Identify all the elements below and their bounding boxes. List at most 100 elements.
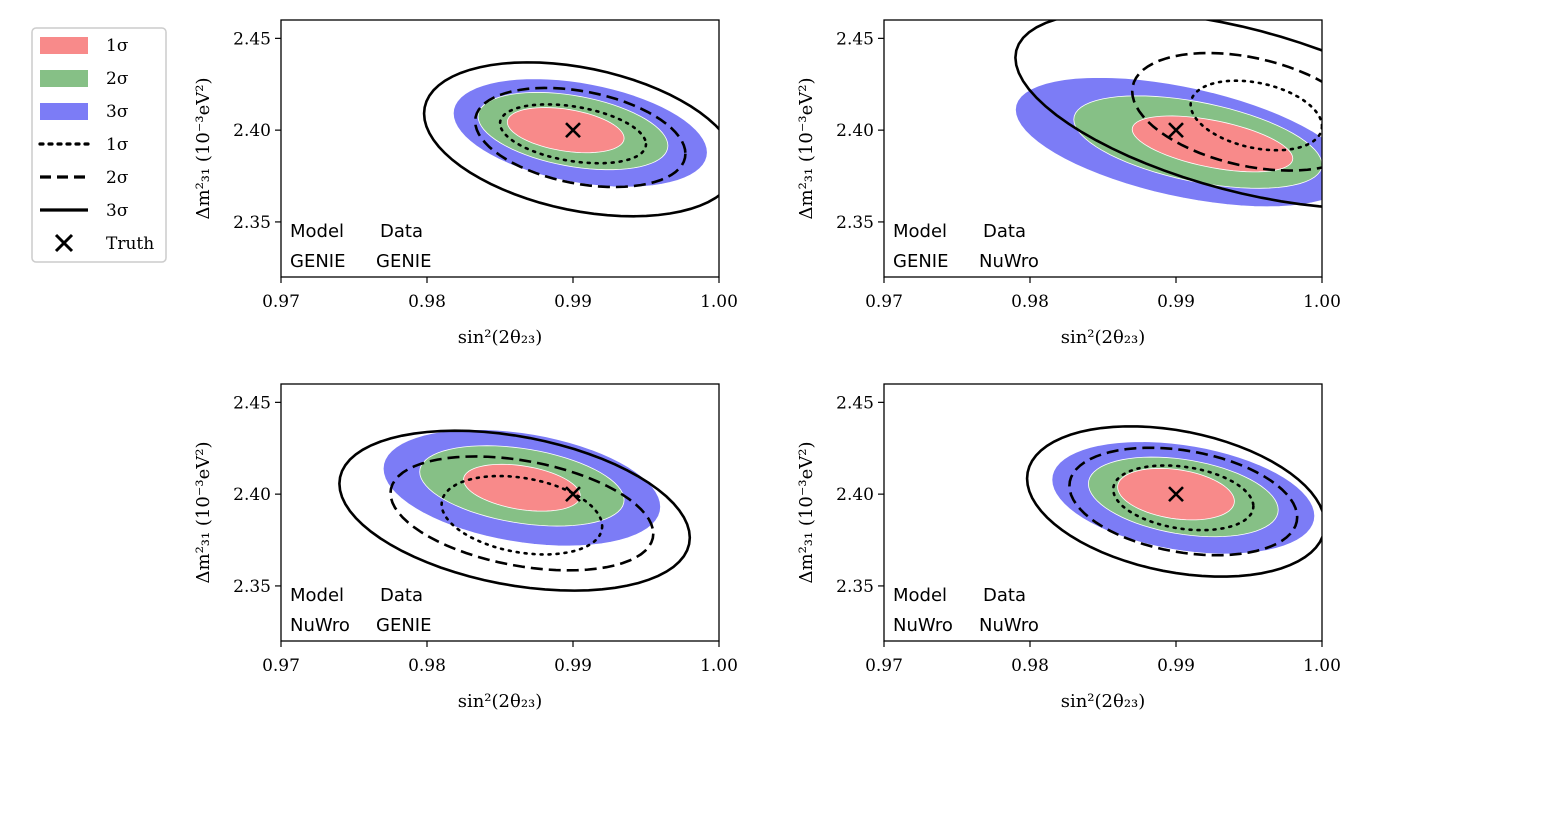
plot-area [1014,20,1322,208]
x-tick-label: 0.99 [554,292,592,312]
contour-line-2sigma [389,455,655,572]
panel-data-name: GENIE [376,251,431,272]
y-axis-label: Δm²₃₁ (10⁻³eV²) [193,442,214,584]
x-tick-label: 1.00 [1303,656,1341,676]
x-tick-label: 1.00 [1303,292,1341,312]
chart-panel: 0.97 0.98 0.99 1.00 2.35 2.40 2.45 sin²(2θ₂₃) Δm… [796,383,1341,712]
contour-line-1sigma [1189,79,1322,152]
axes-frame [883,19,1323,278]
axes-frame [883,383,1323,642]
y-tick-label: 2.35 [233,577,271,597]
y-tick-label: 2.35 [836,213,874,233]
legend-item: 3σ [40,201,129,221]
y-tick-label: 2.40 [233,485,271,505]
contour-line-3sigma [422,61,719,218]
x-tick-label: 0.99 [1157,656,1195,676]
contour-line-2sigma [1130,51,1322,172]
x-axis-label: sin²(2θ₂₃) [458,691,543,712]
contour-line-3sigma [1025,425,1322,578]
contour-line-3sigma [338,429,692,592]
legend-label: 3σ [106,102,129,122]
x-tick-label: 0.97 [865,292,903,312]
panel-model-name: GENIE [290,251,345,272]
contour-line-2sigma [473,86,687,189]
panel-model-name: NuWro [893,615,953,636]
contour-line-3sigma [1014,20,1322,208]
legend-swatch [40,70,88,87]
truth-marker [565,122,581,139]
panel-model-name: NuWro [290,615,350,636]
legend-item: 1σ [40,36,129,56]
y-tick-label: 2.35 [836,577,874,597]
panel-header-model: Model [290,221,344,242]
y-tick-label: 2.40 [836,485,874,505]
contour-line-1sigma [1111,464,1255,532]
panel-header-model: Model [893,585,947,606]
y-tick-label: 2.45 [233,393,271,413]
x-tick-label: 0.97 [262,656,300,676]
y-tick-label: 2.35 [233,213,271,233]
panel-data-name: GENIE [376,615,431,636]
x-tick-label: 0.98 [1011,656,1049,676]
panel-header-model: Model [893,221,947,242]
y-axis-label: Δm²₃₁ (10⁻³eV²) [796,442,817,584]
x-tick-label: 0.99 [1157,292,1195,312]
chart-panel: 0.97 0.98 0.99 1.00 2.35 2.40 2.45 sin²(2θ₂₃) Δm… [193,383,738,712]
y-tick-label: 2.45 [233,29,271,49]
panel-header-data: Data [380,221,423,242]
x-tick-label: 0.97 [865,656,903,676]
y-tick-label: 2.45 [836,393,874,413]
legend-item: 2σ [40,69,129,89]
x-tick-label: 0.98 [408,656,446,676]
legend-swatch [40,103,88,120]
legend-item: Truth [54,233,154,254]
y-axis-label: Δm²₃₁ (10⁻³eV²) [193,78,214,220]
y-tick-label: 2.45 [836,29,874,49]
contour-line-1sigma [440,474,604,556]
y-tick-label: 2.40 [233,121,271,141]
x-tick-label: 1.00 [700,292,738,312]
panel-model-name: GENIE [893,251,948,272]
legend-swatch [40,37,88,54]
panel-header-data: Data [983,221,1026,242]
contour-line-2sigma [1068,446,1299,557]
legend-item: 3σ [40,102,129,122]
axes-frame [280,383,720,642]
legend-label: 3σ [106,201,129,221]
x-axis-label: sin²(2θ₂₃) [458,327,543,348]
legend: 1σ 2σ 3σ 1σ 2σ 3σ Truth [31,27,167,263]
panel-data-name: NuWro [979,251,1039,272]
x-tick-label: 1.00 [700,656,738,676]
legend-label: Truth [106,234,154,254]
legend-label: 2σ [106,69,129,89]
legend-marker [54,233,74,253]
panel-data-name: NuWro [979,615,1039,636]
chart-panel: 0.97 0.98 0.99 1.00 2.35 2.40 2.45 sin²(2θ₂₃) Δm… [193,19,738,348]
legend-item: 2σ [40,168,129,188]
truth-marker [1168,486,1184,503]
panel-header-data: Data [983,585,1026,606]
legend-item: 1σ [38,135,129,155]
chart-panel: 0.97 0.98 0.99 1.00 2.35 2.40 2.45 sin²(2θ₂₃) Δm… [796,19,1341,348]
x-tick-label: 0.98 [408,292,446,312]
plot-area [422,61,719,218]
axes-frame [280,19,720,278]
x-axis-label: sin²(2θ₂₃) [1061,691,1146,712]
truth-marker [565,486,581,503]
panel-header-model: Model [290,585,344,606]
plot-area [1025,425,1322,578]
filled-region-1sigma [506,107,625,154]
contour-line-1sigma [498,103,648,165]
legend-label: 1σ [106,36,129,56]
panel-header-data: Data [380,585,423,606]
legend-label: 1σ [106,135,129,155]
filled-region-1sigma [1131,115,1294,173]
x-tick-label: 0.99 [554,656,592,676]
truth-marker [1168,122,1184,139]
y-tick-label: 2.40 [836,121,874,141]
x-tick-label: 0.97 [262,292,300,312]
x-tick-label: 0.98 [1011,292,1049,312]
plot-area [338,429,692,592]
legend-label: 2σ [106,168,129,188]
